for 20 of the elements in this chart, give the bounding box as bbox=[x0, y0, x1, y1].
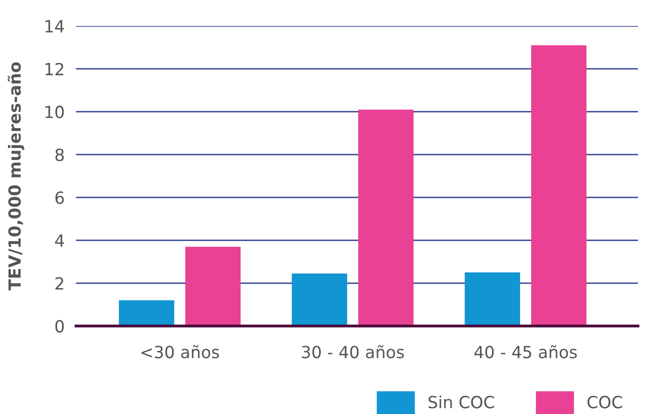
legend-label: COC bbox=[588, 396, 622, 408]
x-tick-label: 30 - 40 años bbox=[302, 345, 404, 358]
bar bbox=[292, 274, 348, 326]
bar bbox=[185, 246, 241, 326]
x-tick-label: <30 años bbox=[141, 345, 220, 358]
y-tick-label: 0 bbox=[55, 320, 64, 333]
x-tick-label: 40 - 45 años bbox=[474, 345, 577, 358]
y-tick-label: 6 bbox=[55, 191, 64, 204]
bar bbox=[464, 272, 520, 326]
y-tick-label: 10 bbox=[46, 106, 64, 118]
y-tick-label: 14 bbox=[46, 20, 64, 32]
y-axis-title: TEV/10,000 mujeres-año bbox=[8, 62, 24, 290]
bar bbox=[531, 45, 586, 326]
bar bbox=[358, 110, 414, 326]
y-tick-label: 2 bbox=[56, 277, 64, 290]
bar bbox=[118, 300, 174, 326]
legend-label: Sin COC bbox=[428, 396, 494, 408]
y-tick-label: 12 bbox=[46, 62, 64, 76]
y-tick-label: 4 bbox=[55, 234, 64, 247]
y-tick-label: 8 bbox=[55, 148, 64, 162]
